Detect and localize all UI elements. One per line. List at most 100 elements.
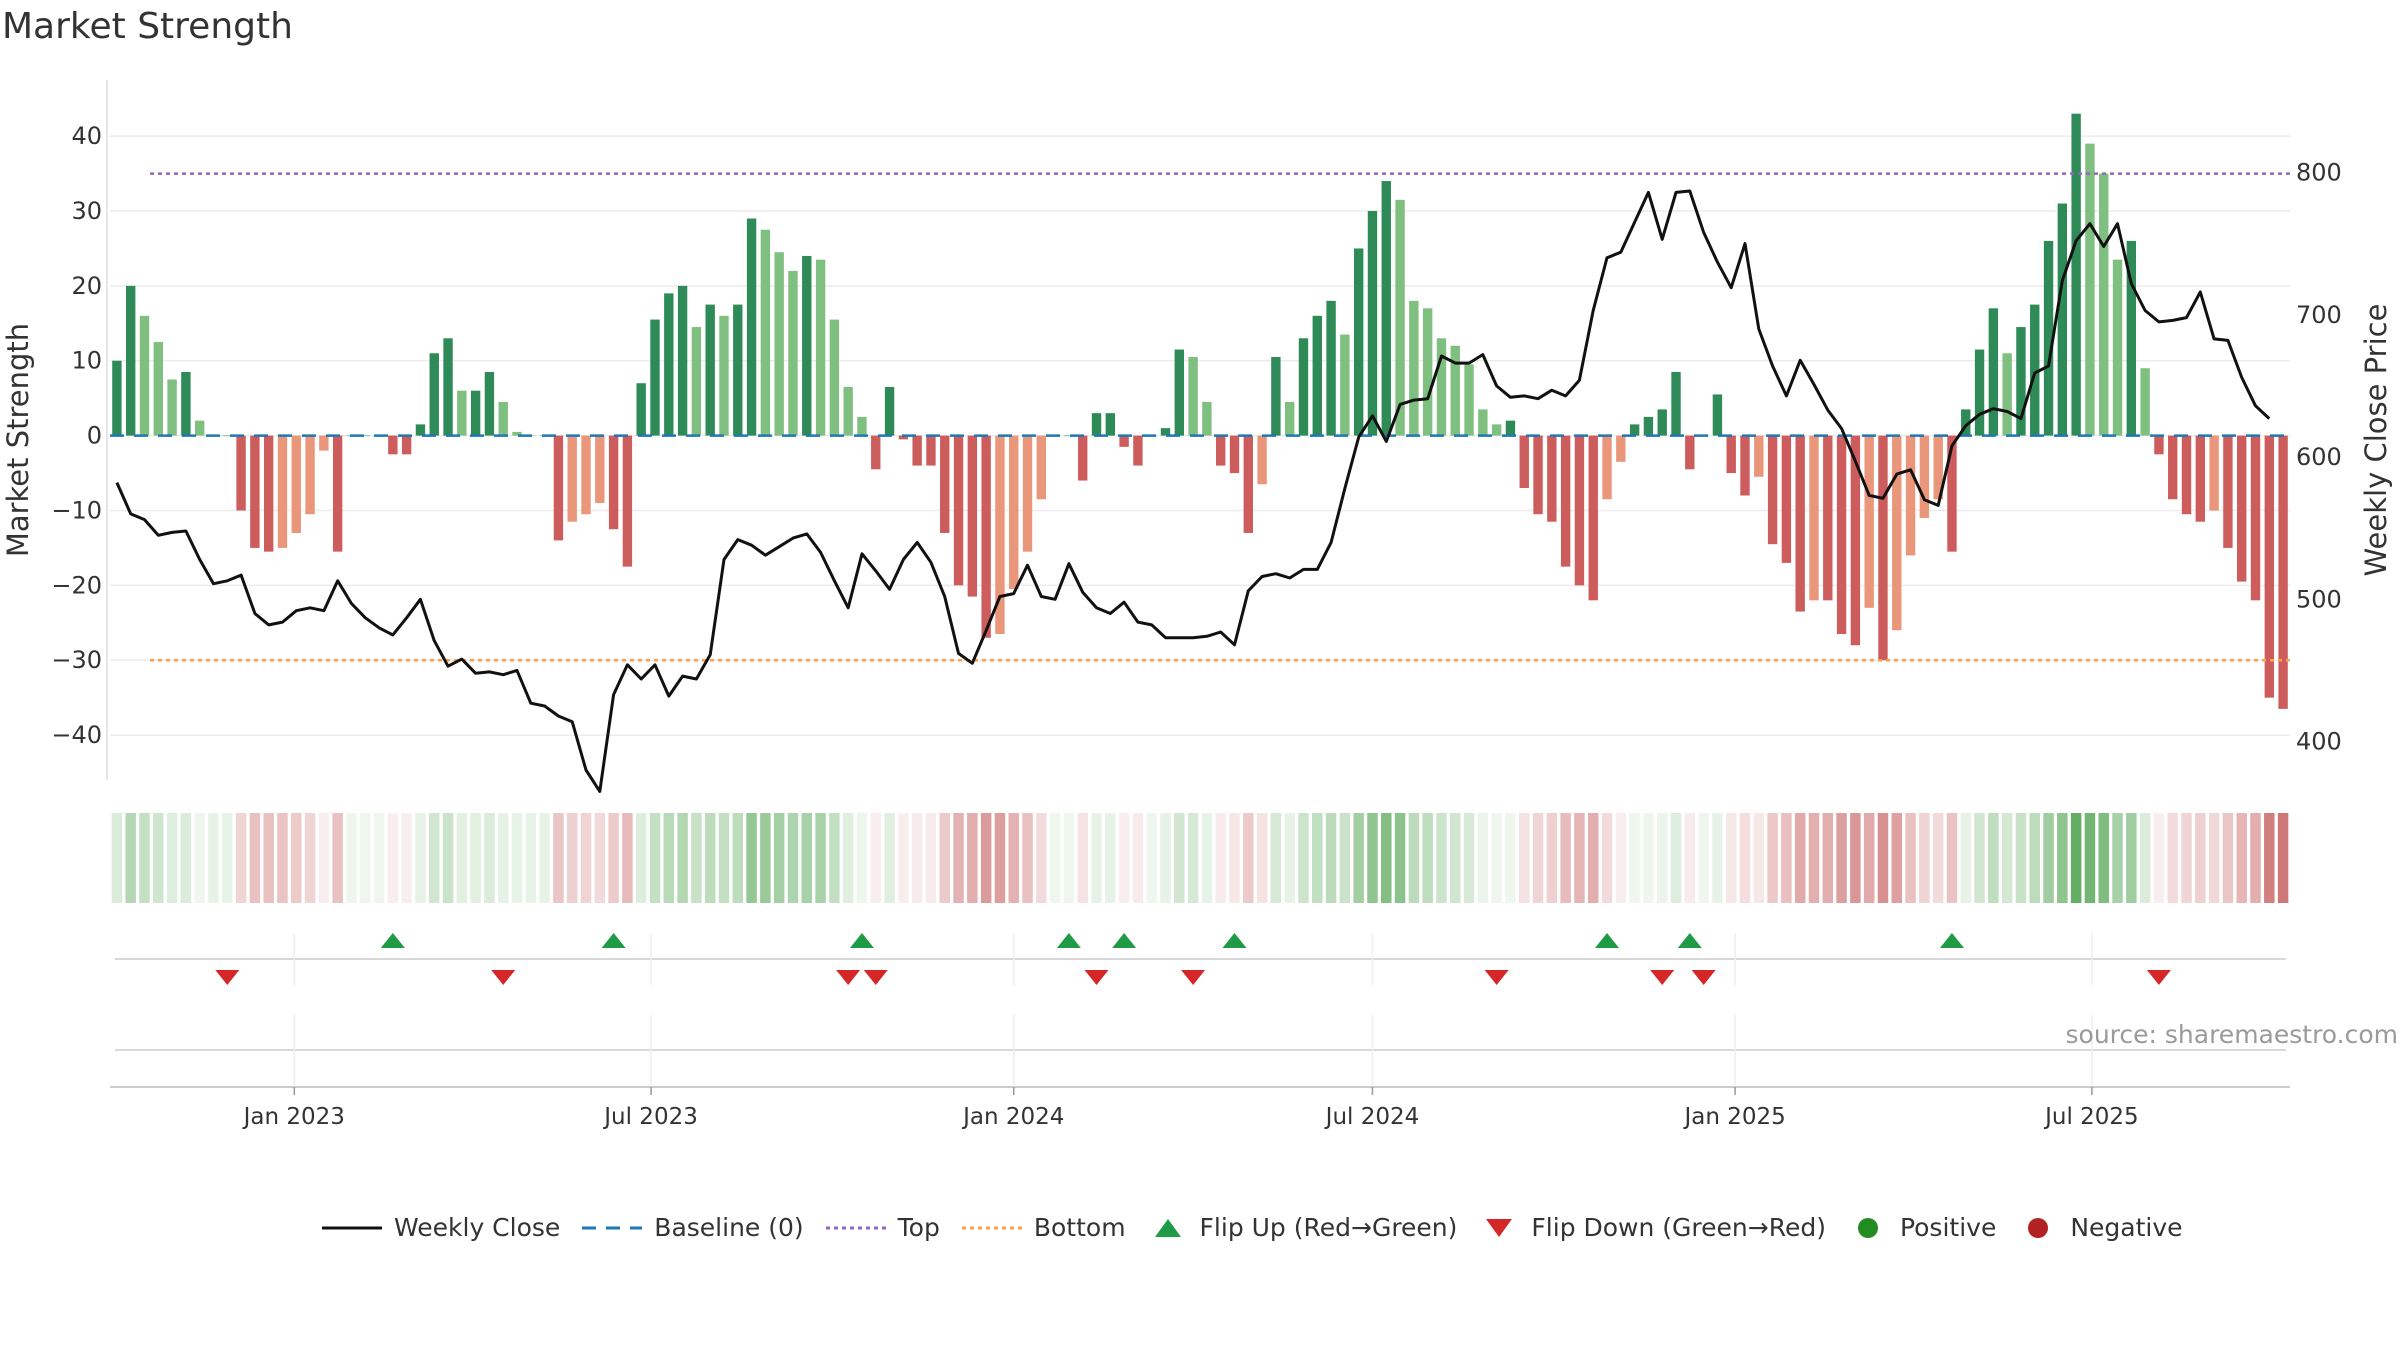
heat-cell [1367, 813, 1378, 903]
strength-bar [1312, 315, 1322, 436]
y-tick-label: −10 [51, 496, 102, 524]
strength-bar [981, 435, 991, 638]
heat-cell [691, 813, 702, 903]
strength-bar [1036, 435, 1047, 500]
strength-bar [719, 315, 729, 436]
flip-up-marker [1056, 933, 1081, 948]
legend-item-flip-up[interactable]: Flip Up (Red→Green) [1148, 1213, 1457, 1242]
strength-bar [622, 435, 633, 567]
heat-cell [1905, 813, 1916, 903]
legend-item-baseline[interactable]: Baseline (0) [582, 1213, 804, 1242]
heat-cell [649, 813, 661, 903]
legend-item-negative[interactable]: Negative [2018, 1213, 2183, 1242]
heat-cell [1408, 813, 1420, 903]
heat-cell [566, 813, 578, 903]
heat-cell [1794, 813, 1806, 903]
triangle-down-icon [1486, 1218, 1513, 1237]
strength-bar [2154, 435, 2164, 455]
heat-cell [787, 813, 799, 903]
strength-bar [1726, 435, 1736, 474]
strength-bar [2223, 435, 2233, 548]
strength-bar [1781, 435, 1792, 563]
heat-cell [1822, 813, 1834, 903]
strength-bar [1505, 420, 1516, 436]
strength-bar [360, 435, 370, 437]
heat-cell [1284, 813, 1295, 903]
strength-bar [857, 416, 867, 436]
strength-bar [788, 270, 798, 436]
heat-cell [2139, 813, 2151, 903]
strength-bar [595, 435, 605, 503]
heat-cell [1105, 813, 1116, 903]
strength-bar [470, 390, 481, 436]
heat-cell [1422, 813, 1433, 903]
circle-dot-icon [1857, 1217, 1878, 1238]
flip-down-marker [215, 970, 240, 985]
heat-cell [208, 813, 219, 903]
source-label: source: sharemaestro.com [2065, 1020, 2399, 1049]
heat-cell [1132, 813, 1144, 903]
dotted-line-swatch-icon [961, 1226, 1022, 1229]
strength-bar [1767, 435, 1778, 545]
strength-bar [1078, 435, 1088, 481]
heat-cell [153, 813, 164, 903]
flip-down-marker [1181, 970, 1206, 985]
heat-cell [925, 813, 937, 903]
flip-up-marker [1222, 933, 1247, 948]
heat-cell [580, 813, 592, 903]
strength-bar [126, 285, 136, 436]
heat-cell [1229, 813, 1240, 903]
heat-cell [1932, 813, 1944, 903]
heat-cell [635, 813, 647, 903]
legend-item-flip-down[interactable]: Flip Down (Green→Red) [1479, 1213, 1826, 1242]
heat-cell [2001, 813, 2013, 903]
strength-bar [2030, 304, 2040, 436]
strength-bar [1381, 181, 1391, 436]
heat-cell [1215, 813, 1226, 903]
heat-cell [1256, 813, 1268, 903]
heat-cell [1725, 813, 1737, 903]
heat-cell [1505, 813, 1516, 903]
heat-cell [125, 813, 136, 903]
flip-down-marker [1084, 970, 1109, 985]
heat-cell [304, 813, 316, 903]
strength-bar [940, 435, 950, 533]
strength-bar [746, 218, 757, 436]
heat-cell [1077, 813, 1088, 903]
y-right-axis-label: Weekly Close Price [2359, 304, 2393, 577]
strength-bar [1009, 435, 1019, 590]
strength-bar [2264, 435, 2274, 698]
heat-cell [1325, 813, 1337, 903]
heat-cell [1712, 813, 1723, 903]
strength-bar [1478, 409, 1488, 436]
heat-cell [1960, 813, 1972, 903]
strength-bar [1271, 357, 1281, 436]
heat-cell [2070, 813, 2082, 903]
x-tick-label: Jan 2024 [961, 1104, 1064, 1130]
strength-bar [1588, 435, 1598, 601]
legend-item-positive[interactable]: Positive [1848, 1213, 1996, 1242]
strength-bar [2057, 203, 2068, 436]
heat-cell [1118, 813, 1130, 903]
strength-bar [1685, 435, 1695, 470]
strength-bar [291, 435, 301, 533]
heat-cell [2126, 813, 2137, 903]
legend-item-bottom[interactable]: Bottom [961, 1213, 1126, 1242]
x-tick-label: Jan 2023 [242, 1104, 345, 1130]
legend-item-top[interactable]: Top [825, 1213, 940, 1242]
legend-item-close[interactable]: Weekly Close [322, 1213, 560, 1242]
heat-cell [760, 813, 771, 903]
strength-bar [277, 435, 288, 548]
strength-bar [1740, 435, 1750, 496]
heat-cell [111, 813, 123, 903]
strength-bar [1284, 401, 1295, 436]
legend-label-bottom: Bottom [1033, 1213, 1126, 1242]
strength-bar [250, 435, 260, 548]
heat-cell [539, 813, 550, 903]
heat-cell [1629, 813, 1640, 903]
heat-cell [967, 813, 978, 903]
strength-bar [1712, 394, 1723, 436]
strength-bar [1836, 435, 1847, 635]
strength-bar [2112, 259, 2123, 436]
heat-cell [1891, 813, 1903, 903]
